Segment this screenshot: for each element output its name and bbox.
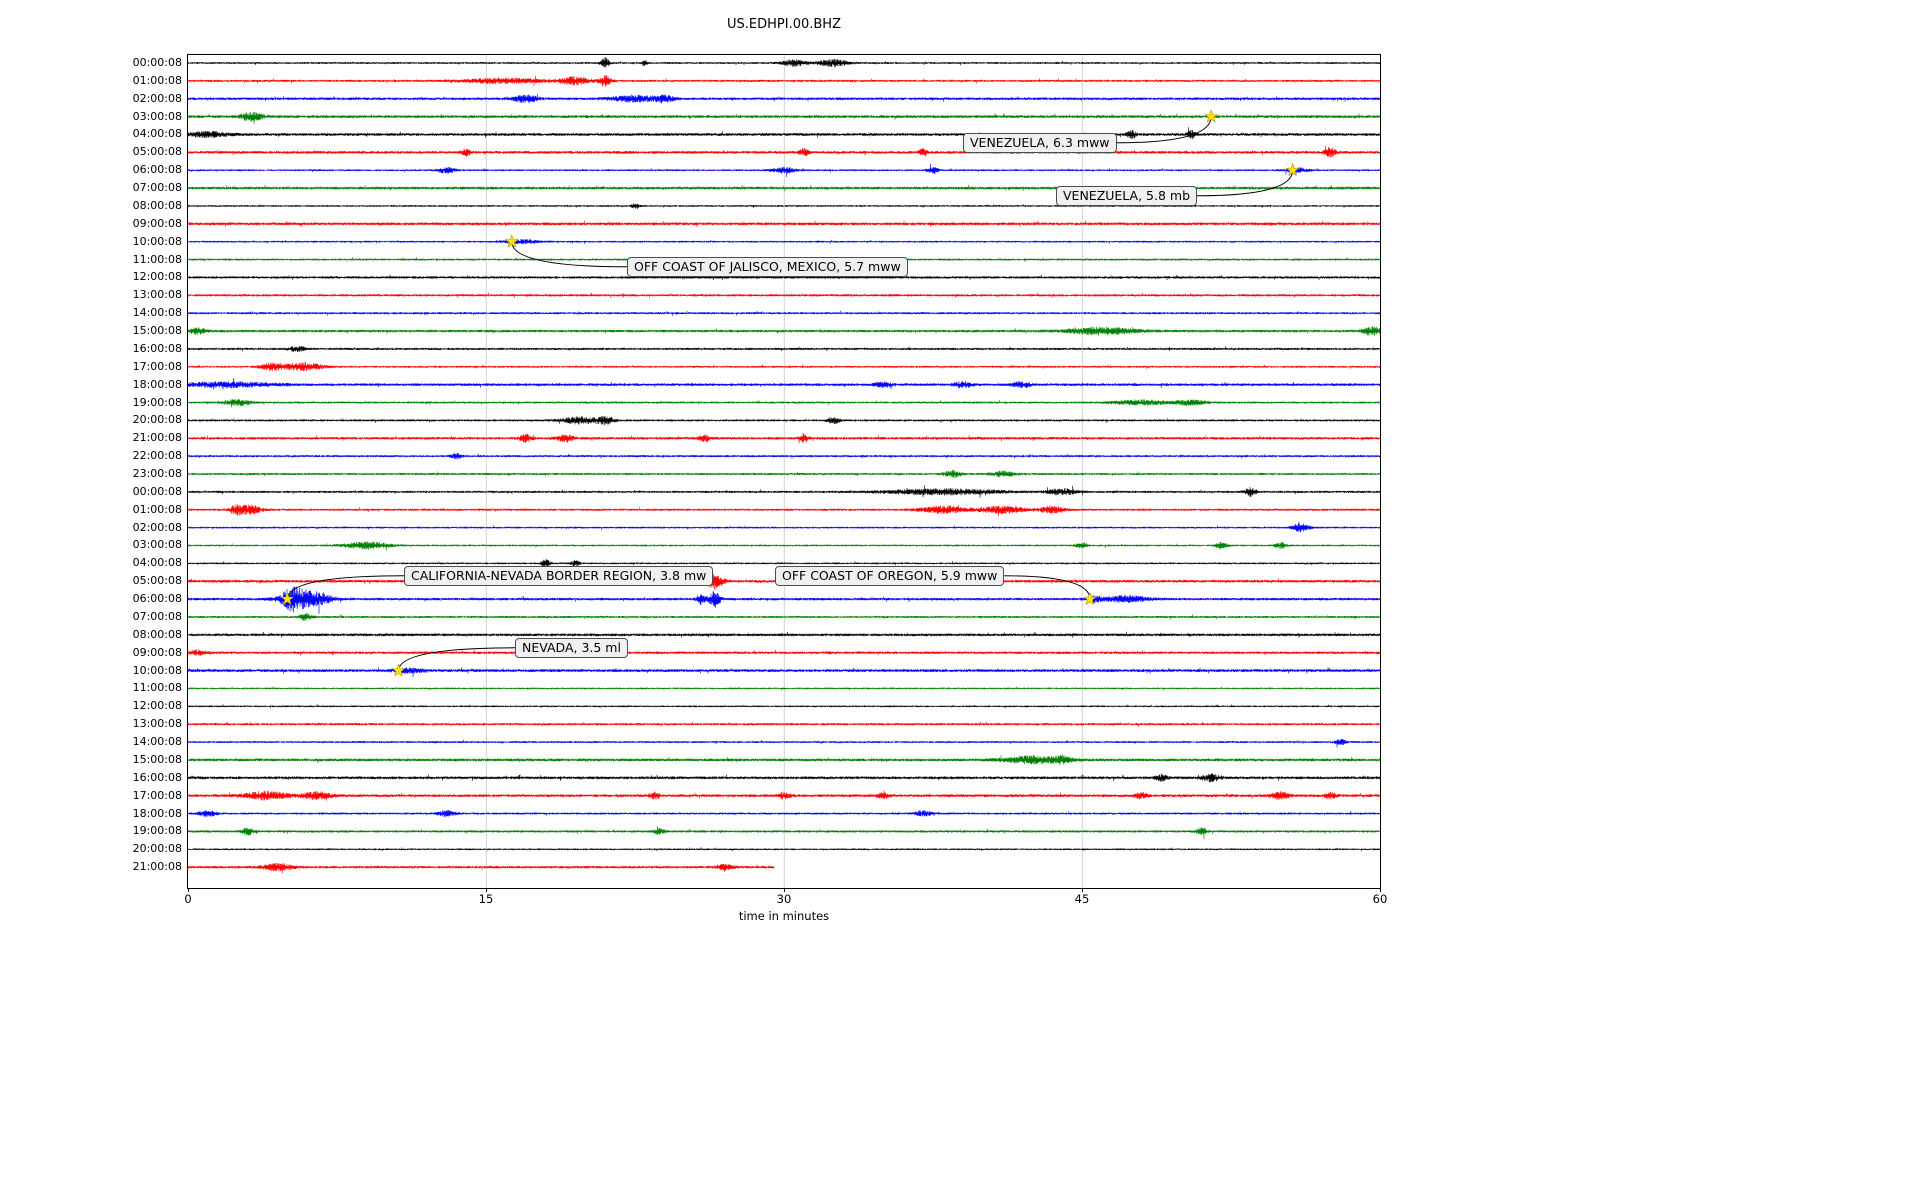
y-axis-label: 11:00:08 [132,252,182,266]
waveform-canvas [188,55,1380,888]
y-axis-label: 18:00:08 [132,806,182,820]
y-axis-label: 06:00:08 [132,163,182,177]
y-axis-label: 14:00:08 [132,735,182,749]
y-axis-label: 19:00:08 [132,395,182,409]
event-annotation: NEVADA, 3.5 ml [515,638,628,658]
event-annotation: VENEZUELA, 6.3 mww [963,133,1117,153]
y-axis-label: 09:00:08 [132,216,182,230]
y-axis-label: 04:00:08 [132,556,182,570]
y-axis-label: 17:00:08 [132,359,182,373]
y-axis-label: 23:00:08 [132,467,182,480]
y-axis-label: 05:00:08 [132,145,182,159]
y-axis-label: 03:00:08 [132,538,182,552]
y-axis-label: 11:00:08 [132,681,182,695]
x-axis-tick-label: 0 [184,892,192,906]
x-axis-tick-mark [1380,888,1381,892]
y-axis-label: 01:00:08 [132,73,182,87]
y-axis-label: 22:00:08 [132,449,182,463]
y-axis-label: 07:00:08 [132,181,182,195]
plot-area [187,54,1381,889]
x-axis-tick-mark [784,888,785,892]
x-axis-tick-label: 60 [1372,892,1388,906]
x-axis-tick-label: 30 [776,892,792,906]
event-annotation: VENEZUELA, 5.8 mb [1056,186,1198,206]
y-axis-label: 05:00:08 [132,574,182,588]
y-axis-label: 12:00:08 [132,699,182,713]
y-axis-label: 17:00:08 [132,788,182,802]
y-axis-label: 18:00:08 [132,377,182,391]
x-axis-tick-mark [486,888,487,892]
y-axis-label: 15:00:08 [132,324,182,338]
y-axis-label: 00:00:08 [132,484,182,498]
y-axis-label: 16:00:08 [132,770,182,784]
x-axis-title: time in minutes [738,909,830,923]
y-axis-label: 20:00:08 [132,842,182,856]
y-axis-label: 21:00:08 [132,431,182,445]
y-axis-label: 00:00:08 [132,56,182,69]
event-annotation: OFF COAST OF OREGON, 5.9 mww [775,566,1005,586]
x-axis-tick-mark [1082,888,1083,892]
y-axis-label: 19:00:08 [132,824,182,838]
y-axis-label: 14:00:08 [132,306,182,320]
y-axis-label: 01:00:08 [132,502,182,516]
y-axis-label: 06:00:08 [132,592,182,606]
x-axis-tick-label: 15 [478,892,494,906]
y-axis-label: 02:00:08 [132,91,182,105]
y-axis-label: 13:00:08 [132,288,182,302]
event-annotation: CALIFORNIA-NEVADA BORDER REGION, 3.8 mw [404,566,714,586]
y-axis-label: 10:00:08 [132,234,182,248]
y-axis-label: 03:00:08 [132,109,182,123]
y-axis-label: 20:00:08 [132,413,182,427]
y-axis-label: 08:00:08 [132,198,182,212]
y-axis-label: 15:00:08 [132,752,182,766]
x-axis-tick-mark [188,888,189,892]
y-axis-label: 16:00:08 [132,341,182,355]
y-axis-label: 04:00:08 [132,127,182,141]
plot-title: US.EDHPI.00.BHZ [727,17,841,32]
event-annotation: OFF COAST OF JALISCO, MEXICO, 5.7 mww [627,257,908,277]
x-axis-tick-label: 45 [1074,892,1090,906]
y-axis-label: 09:00:08 [132,645,182,659]
y-axis-label: 12:00:08 [132,270,182,284]
y-axis-label: 07:00:08 [132,609,182,623]
y-axis-label: 08:00:08 [132,627,182,641]
y-axis-label: 21:00:08 [132,860,182,874]
y-axis-label: 02:00:08 [132,520,182,534]
y-axis-label: 10:00:08 [132,663,182,677]
y-axis-label: 13:00:08 [132,717,182,731]
